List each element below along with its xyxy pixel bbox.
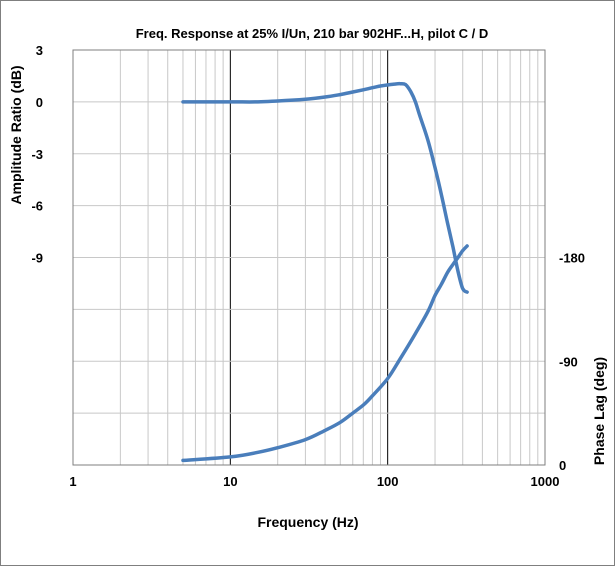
x-tick-label: 100 bbox=[377, 474, 399, 489]
plot-border bbox=[72, 49, 546, 466]
amplitude-ratio-line bbox=[181, 81, 469, 294]
y-axis-left-label: Amplitude Ratio (dB) bbox=[8, 65, 24, 204]
x-axis-label: Frequency (Hz) bbox=[257, 514, 358, 530]
y-left-tick-label: -9 bbox=[31, 251, 43, 266]
x-tick-label: 1000 bbox=[531, 474, 560, 489]
y-right-tick-label: -90 bbox=[559, 354, 578, 369]
chart-title: Freq. Response at 25% I/Un, 210 bar 902H… bbox=[136, 26, 489, 41]
y-axis-right-label: Phase Lag (deg) bbox=[591, 357, 607, 465]
phase-lag-line bbox=[181, 244, 469, 463]
y-left-tick-label: -3 bbox=[31, 147, 43, 162]
y-right-tick-label: 0 bbox=[559, 458, 566, 473]
y-left-tick-label: 3 bbox=[36, 43, 43, 58]
x-tick-label: 1 bbox=[69, 474, 76, 489]
y-left-tick-label: -6 bbox=[31, 199, 43, 214]
y-left-tick-label: 0 bbox=[36, 95, 43, 110]
grid bbox=[73, 50, 545, 465]
x-tick-label: 10 bbox=[223, 474, 237, 489]
tick-labels: 1 10 100 1000 3 0 -3 -6 -9 -180 -90 0 bbox=[31, 43, 585, 489]
series-group bbox=[181, 81, 469, 463]
y-right-tick-label: -180 bbox=[559, 251, 585, 266]
